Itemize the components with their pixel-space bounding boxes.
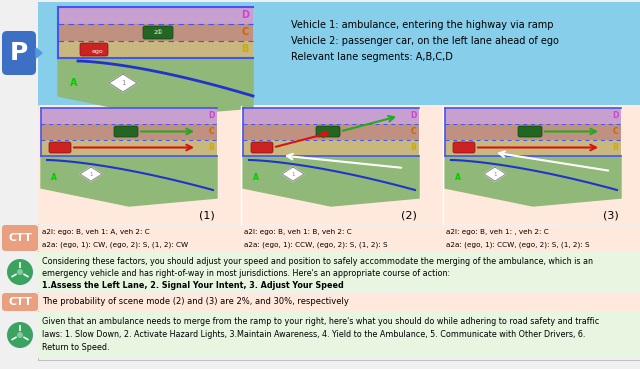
Bar: [38, 252, 640, 292]
Bar: [243, 108, 419, 124]
Bar: [243, 140, 419, 156]
FancyBboxPatch shape: [80, 43, 108, 56]
Text: D: D: [410, 111, 416, 121]
Circle shape: [16, 331, 24, 339]
Text: CTT: CTT: [8, 233, 32, 243]
Text: a2l: ego: B, veh 1: B, veh 2: C: a2l: ego: B, veh 1: B, veh 2: C: [244, 229, 352, 235]
FancyBboxPatch shape: [251, 142, 273, 153]
Bar: [243, 108, 419, 156]
Text: a2a: (ego, 1): CW, (ego, 2): S, (1, 2): CW: a2a: (ego, 1): CW, (ego, 2): S, (1, 2): …: [42, 241, 188, 248]
Text: 1: 1: [291, 172, 295, 176]
Polygon shape: [282, 167, 304, 181]
Bar: [58, 7, 253, 58]
Text: B: B: [208, 144, 214, 152]
Bar: [445, 108, 621, 124]
Bar: [445, 124, 621, 140]
FancyBboxPatch shape: [453, 142, 475, 153]
Text: ego: ego: [92, 48, 104, 54]
Polygon shape: [58, 58, 253, 116]
Text: The probability of scene mode (2) and (3) are 2%, and 30%, respectively: The probability of scene mode (2) and (3…: [42, 297, 349, 307]
Text: 1: 1: [121, 80, 125, 86]
FancyBboxPatch shape: [316, 126, 340, 137]
Polygon shape: [109, 74, 137, 92]
Circle shape: [16, 268, 24, 276]
FancyBboxPatch shape: [2, 225, 38, 251]
Bar: [41, 108, 217, 156]
Text: A: A: [455, 173, 461, 182]
Bar: [58, 24, 253, 41]
Polygon shape: [36, 48, 42, 58]
FancyBboxPatch shape: [2, 31, 36, 75]
Text: Given that an ambulance needs to merge from the ramp to your right, here's what : Given that an ambulance needs to merge f…: [42, 317, 599, 326]
Bar: [38, 293, 640, 311]
Text: B: B: [612, 144, 618, 152]
Circle shape: [7, 322, 33, 348]
Text: A: A: [253, 173, 259, 182]
Bar: [41, 124, 217, 140]
Text: Considering these factors, you should adjust your speed and position to safely a: Considering these factors, you should ad…: [42, 257, 593, 266]
Text: 2①: 2①: [153, 31, 163, 35]
Bar: [41, 108, 217, 124]
Text: (1): (1): [199, 210, 215, 220]
Text: A: A: [70, 78, 77, 88]
Text: a2l: ego: B, veh 1: A, veh 2: C: a2l: ego: B, veh 1: A, veh 2: C: [42, 229, 150, 235]
FancyBboxPatch shape: [518, 126, 542, 137]
Bar: [38, 106, 640, 224]
Bar: [243, 124, 419, 140]
Text: C: C: [410, 128, 416, 137]
Text: Vehicle 2: passenger car, on the left lane ahead of ego: Vehicle 2: passenger car, on the left la…: [291, 36, 559, 46]
Bar: [38, 2, 640, 105]
Bar: [41, 140, 217, 156]
Bar: [58, 41, 253, 58]
Bar: [38, 312, 640, 358]
Text: a2a: (ego, 1): CCW, (ego, 2): S, (1, 2): S: a2a: (ego, 1): CCW, (ego, 2): S, (1, 2):…: [446, 241, 589, 248]
Text: Vehicle 1: ambulance, entering the highway via ramp: Vehicle 1: ambulance, entering the highw…: [291, 20, 554, 30]
Circle shape: [17, 332, 23, 338]
Text: B: B: [410, 144, 416, 152]
Text: D: D: [208, 111, 214, 121]
Polygon shape: [243, 156, 419, 206]
Polygon shape: [484, 167, 506, 181]
Text: emergency vehicle and has right-of-way in most jurisdictions. Here's an appropri: emergency vehicle and has right-of-way i…: [42, 269, 450, 278]
Text: C: C: [612, 128, 618, 137]
Text: B: B: [241, 44, 249, 54]
Text: 1: 1: [89, 172, 93, 176]
Text: 1: 1: [493, 172, 497, 176]
Text: C: C: [241, 27, 248, 37]
Text: (3): (3): [603, 210, 619, 220]
Text: a2l: ego: B, veh 1: , veh 2: C: a2l: ego: B, veh 1: , veh 2: C: [446, 229, 548, 235]
Circle shape: [17, 269, 23, 275]
Text: (2): (2): [401, 210, 417, 220]
Text: Return to Speed.: Return to Speed.: [42, 343, 109, 352]
Polygon shape: [80, 167, 102, 181]
Circle shape: [7, 259, 33, 285]
Text: laws: 1. Slow Down, 2. Activate Hazard Lights, 3.Maintain Awareness, 4. Yield to: laws: 1. Slow Down, 2. Activate Hazard L…: [42, 330, 586, 339]
Bar: [445, 108, 621, 156]
FancyBboxPatch shape: [49, 142, 71, 153]
Polygon shape: [41, 156, 217, 206]
Text: A: A: [51, 173, 57, 182]
Text: D: D: [612, 111, 618, 121]
Text: CTT: CTT: [8, 297, 32, 307]
Text: a2a: (ego, 1): CCW, (ego, 2): S, (1, 2): S: a2a: (ego, 1): CCW, (ego, 2): S, (1, 2):…: [244, 241, 388, 248]
Polygon shape: [445, 156, 621, 206]
Text: Relevant lane segments: A,B,C,D: Relevant lane segments: A,B,C,D: [291, 52, 453, 62]
Bar: [58, 7, 253, 24]
Bar: [445, 140, 621, 156]
Text: 1.Assess the Left Lane, 2. Signal Your Intent, 3. Adjust Your Speed: 1.Assess the Left Lane, 2. Signal Your I…: [42, 281, 344, 290]
FancyBboxPatch shape: [114, 126, 138, 137]
Text: D: D: [241, 10, 249, 20]
Text: C: C: [208, 128, 214, 137]
FancyBboxPatch shape: [2, 293, 38, 311]
Text: P: P: [10, 41, 28, 65]
FancyBboxPatch shape: [143, 26, 173, 39]
Bar: [38, 225, 640, 251]
